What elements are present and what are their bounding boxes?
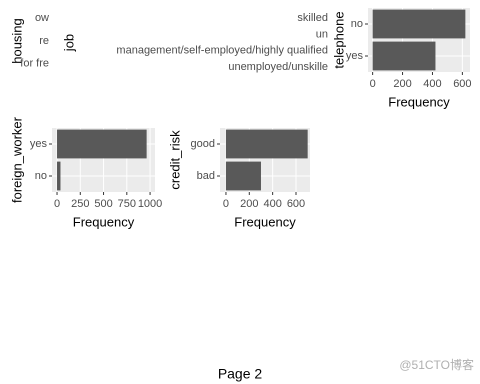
y-tick-label: bad (197, 170, 215, 182)
x-tick-label: 200 (393, 78, 411, 90)
y-axis-title: foreign_worker (9, 116, 24, 203)
bar (225, 161, 261, 191)
bar (225, 129, 308, 159)
y-tick-label: no (35, 170, 47, 182)
y-tick-label: ow (35, 12, 49, 24)
bar (57, 129, 147, 159)
y-tick-label: good (191, 138, 215, 150)
watermark: @51CTO博客 (399, 357, 474, 372)
x-tick-label: 600 (453, 78, 471, 90)
x-tick-label: 250 (71, 198, 89, 210)
bar (372, 41, 436, 71)
bar (372, 9, 466, 39)
x-tick-label: 600 (287, 198, 305, 210)
y-tick-label: re (39, 35, 49, 47)
y-axis-title: credit_risk (167, 130, 182, 190)
page-footer: Page 2 (218, 366, 263, 382)
y-tick-label: un (316, 28, 328, 40)
x-tick-label: 0 (370, 78, 376, 90)
x-axis-title: Frequency (234, 214, 296, 229)
y-axis-title: job (61, 34, 76, 52)
x-tick-label: 200 (240, 198, 258, 210)
x-tick-label: 750 (118, 198, 136, 210)
y-tick-label: unemployed/unskille (228, 61, 328, 73)
y-tick-label: skilled (297, 12, 328, 24)
x-tick-label: 0 (223, 198, 229, 210)
y-tick-label: yes (30, 138, 48, 150)
x-axis-title: Frequency (73, 214, 135, 229)
y-tick-label: yes (346, 50, 364, 62)
y-tick-label: for fre (20, 58, 49, 70)
x-tick-label: 0 (54, 198, 60, 210)
x-tick-label: 500 (94, 198, 112, 210)
x-tick-label: 1000 (138, 198, 162, 210)
y-tick-label: no (351, 18, 363, 30)
x-tick-label: 400 (423, 78, 441, 90)
x-tick-label: 400 (263, 198, 281, 210)
y-tick-label: management/self-employed/highly qualifie… (116, 45, 328, 57)
y-axis-title: housing (9, 18, 24, 64)
x-axis-title: Frequency (388, 94, 450, 109)
bar (57, 161, 61, 191)
y-axis-title: telephone (331, 11, 346, 68)
